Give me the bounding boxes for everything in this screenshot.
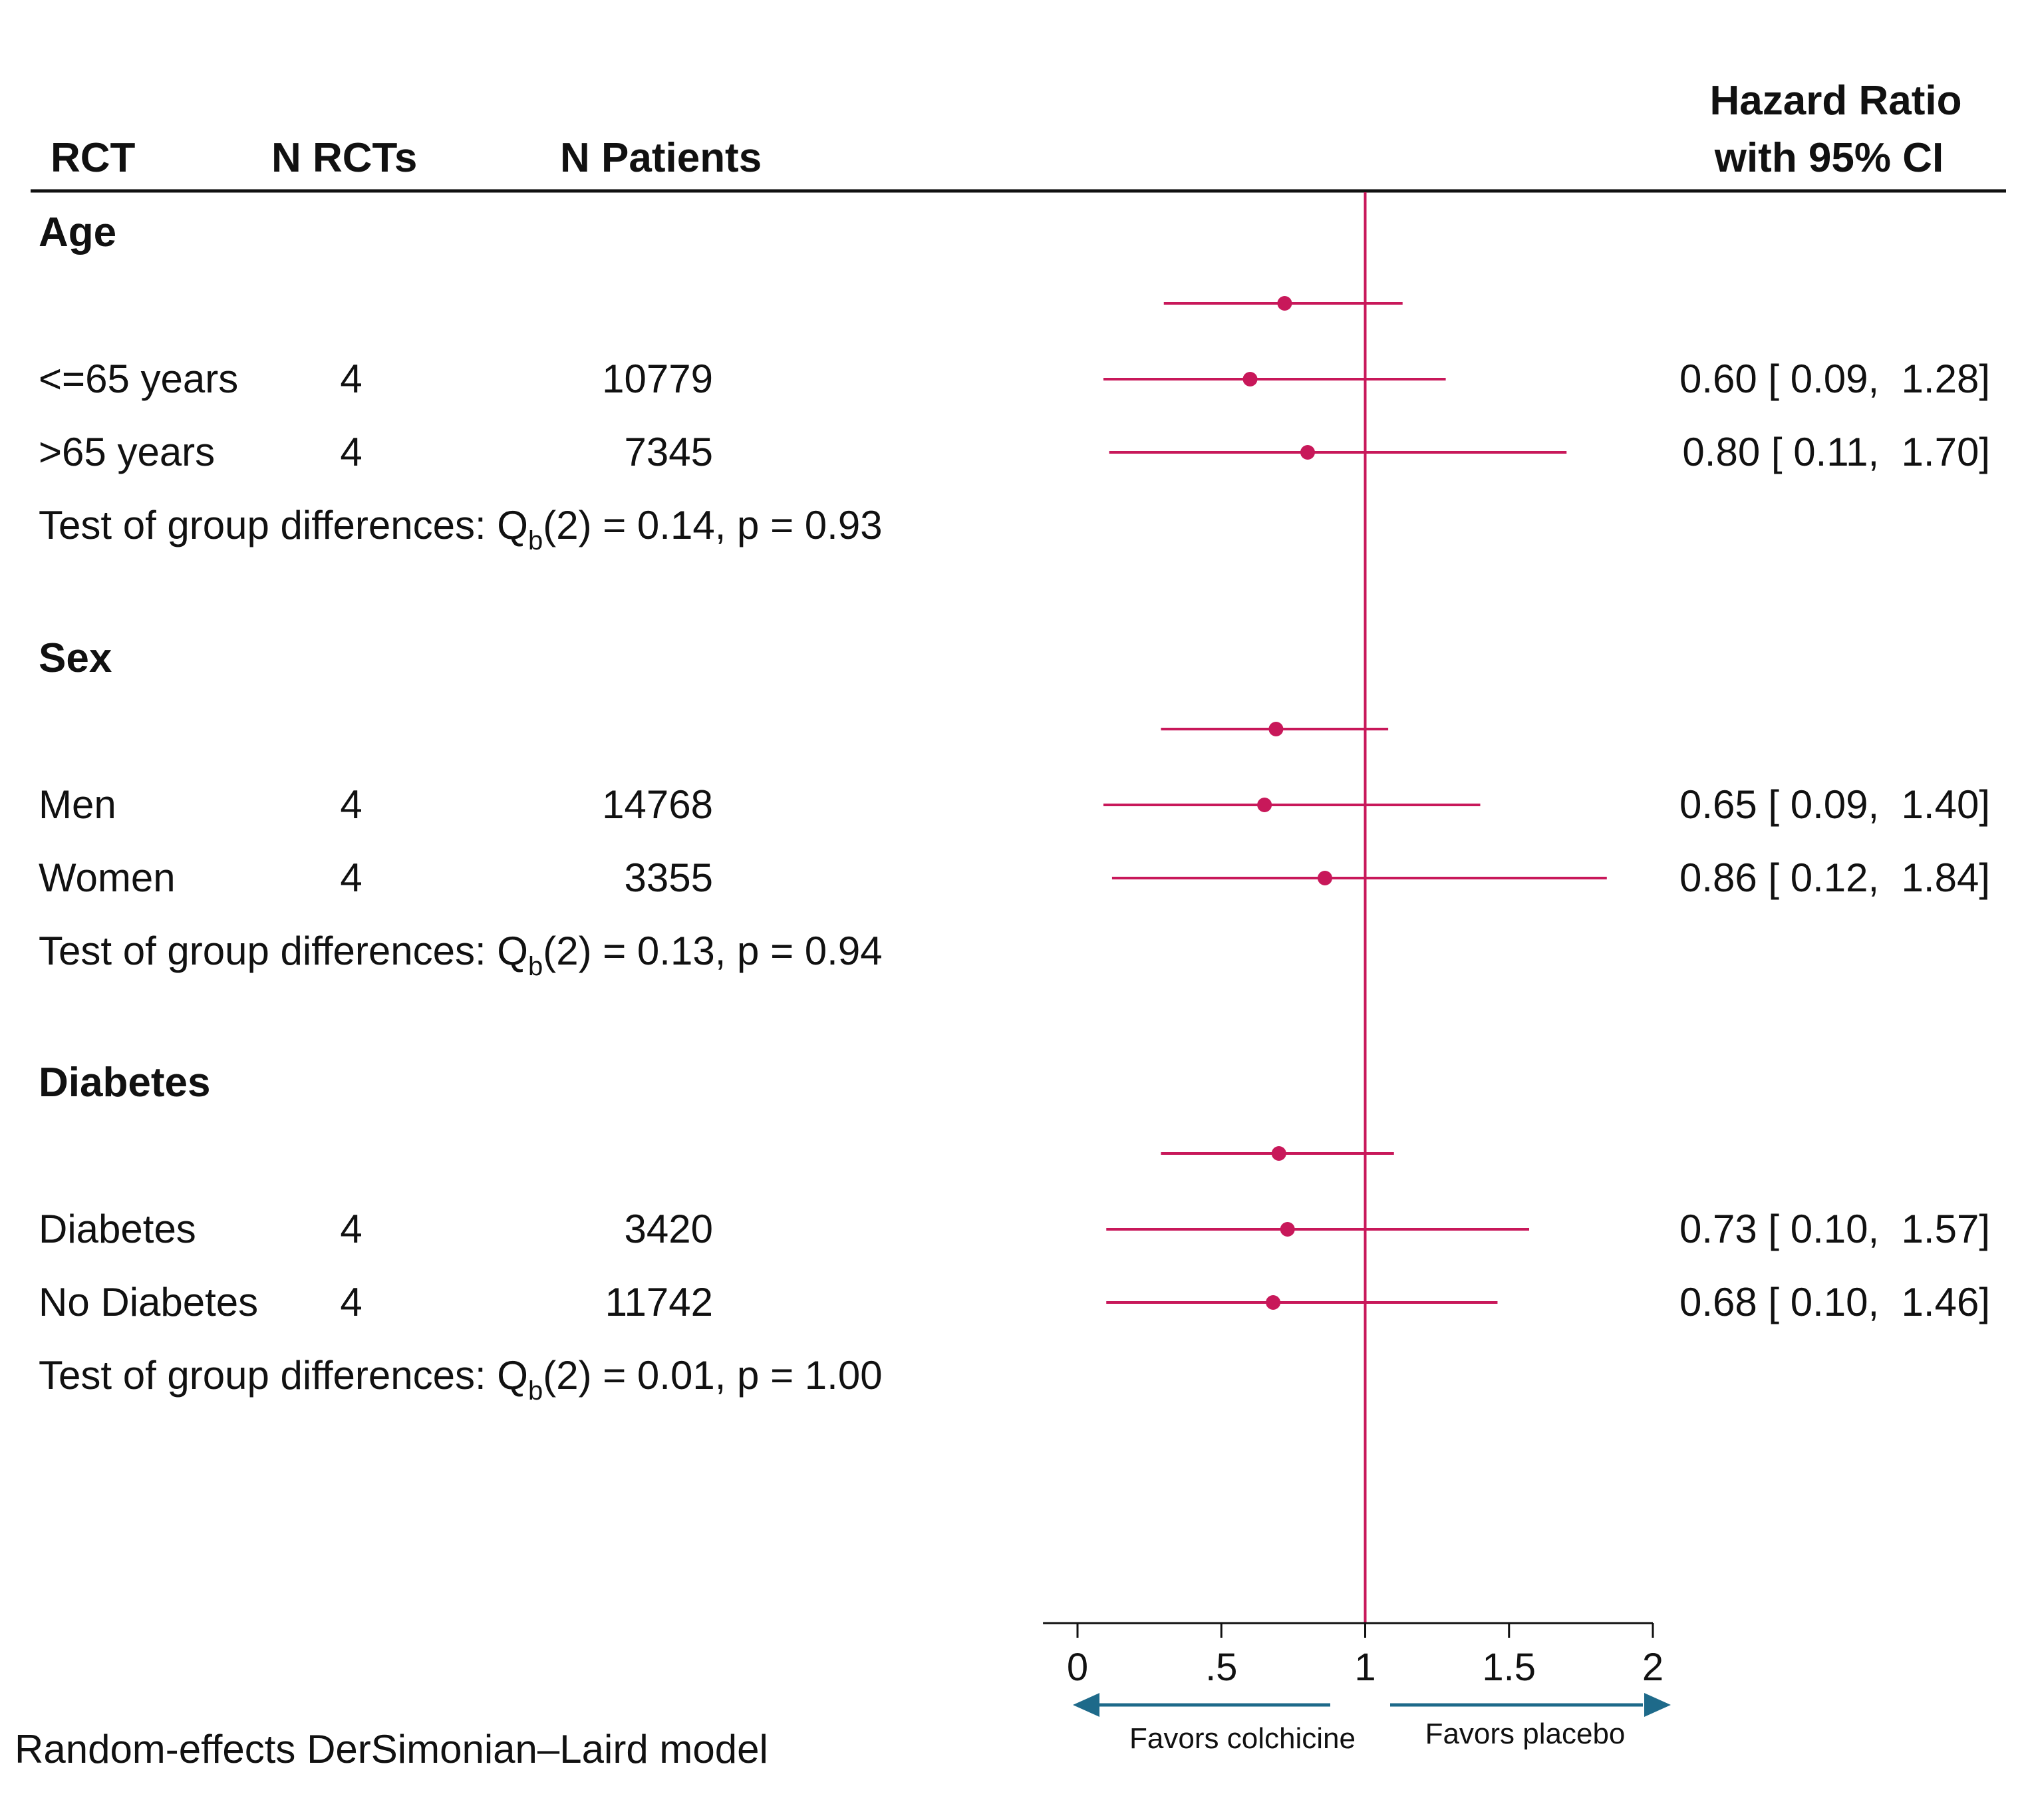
row-n-rcts: 4 (340, 1207, 362, 1251)
model-note: Random-effects DerSimonian–Laird model (15, 1727, 768, 1771)
row-label: Women (39, 855, 176, 900)
group-overall-estimate-point (1268, 722, 1284, 736)
row-n-patients: 3355 (625, 855, 713, 900)
row-hr-ci: 0.65 [ 0.09, 1.40] (1679, 782, 1990, 827)
group-overall-estimate-point (1271, 1146, 1286, 1161)
arrow-right-icon (1644, 1693, 1671, 1717)
row-n-rcts: 4 (340, 357, 362, 401)
group-overall-estimate (1161, 1146, 1394, 1161)
row-hr-ci: 0.86 [ 0.12, 1.84] (1679, 855, 1990, 900)
group-title: Age (39, 210, 116, 255)
x-axis: 0 .5 1 1.5 2 (1043, 1622, 1664, 1689)
header-n-patients: N Patients (560, 135, 762, 181)
row-n-patients: 14768 (602, 782, 713, 827)
group-title: Sex (39, 635, 112, 681)
group-title: Diabetes (39, 1060, 210, 1106)
row-estimate (1106, 1295, 1498, 1310)
row-estimate-point (1266, 1295, 1281, 1310)
row-n-rcts: 4 (340, 430, 362, 474)
header-n-rcts: N RCTs (271, 135, 417, 181)
header-hr-line2: with 95% CI (1714, 135, 1944, 181)
row-estimate (1103, 372, 1446, 386)
group-test-suffix: (2) = 0.13, p = 0.94 (543, 929, 882, 973)
group-test-sub: b (528, 526, 543, 555)
group-test: Test of group differences: Qb(2) = 0.13,… (39, 929, 883, 981)
row-n-patients: 7345 (625, 430, 713, 474)
plot-layer (1103, 192, 1607, 1623)
row-estimate (1106, 1222, 1530, 1237)
row-label: <=65 years (39, 357, 238, 401)
row-estimate-point (1257, 798, 1272, 812)
rows-layer: Age <=65 years 4 10779 0.60 [ 0.09, 1.28] >65… (39, 210, 1990, 1406)
group-test-suffix: (2) = 0.14, p = 0.93 (543, 503, 882, 547)
group-overall-estimate (1161, 722, 1389, 736)
row-estimate-point (1280, 1222, 1295, 1237)
row-label: No Diabetes (39, 1280, 258, 1324)
x-tick-label: 2 (1642, 1646, 1664, 1689)
row-estimate-point (1242, 372, 1258, 386)
group-test-prefix: Test of group differences: Q (39, 503, 528, 547)
x-tick-label: 1 (1354, 1646, 1375, 1689)
x-tick-label: 1.5 (1482, 1646, 1536, 1689)
header-rct: RCT (51, 135, 136, 181)
row-hr-ci: 0.60 [ 0.09, 1.28] (1679, 357, 1990, 401)
row-estimate (1109, 445, 1567, 460)
row-estimate (1103, 798, 1481, 812)
direction-arrows: Favors colchicine Favors placebo (1073, 1693, 1671, 1755)
x-tick-label: .5 (1205, 1646, 1237, 1689)
row-estimate (1111, 871, 1607, 885)
group-test-sub: b (528, 952, 543, 981)
row-hr-ci: 0.73 [ 0.10, 1.57] (1679, 1207, 1990, 1251)
group-test-prefix: Test of group differences: Q (39, 929, 528, 973)
group-test-prefix: Test of group differences: Q (39, 1353, 528, 1398)
group-overall-estimate-point (1277, 296, 1292, 311)
row-label: >65 years (39, 430, 215, 474)
row-estimate-point (1300, 445, 1315, 460)
row-n-rcts: 4 (340, 855, 362, 900)
row-hr-ci: 0.68 [ 0.10, 1.46] (1679, 1280, 1990, 1324)
group-test: Test of group differences: Qb(2) = 0.01,… (39, 1353, 883, 1406)
x-tick-label: 0 (1067, 1646, 1088, 1689)
header-hr-line1: Hazard Ratio (1710, 78, 1962, 124)
group-test-sub: b (528, 1376, 543, 1406)
group-overall-estimate (1163, 296, 1403, 311)
row-hr-ci: 0.80 [ 0.11, 1.70] (1682, 430, 1990, 474)
row-n-patients: 10779 (602, 357, 713, 401)
favors-placebo-label: Favors placebo (1425, 1718, 1626, 1750)
row-n-rcts: 4 (340, 1280, 362, 1324)
group-test: Test of group differences: Qb(2) = 0.14,… (39, 503, 883, 555)
row-n-rcts: 4 (340, 782, 362, 827)
row-label: Men (39, 782, 116, 827)
row-label: Diabetes (39, 1207, 196, 1251)
row-n-patients: 3420 (625, 1207, 713, 1251)
group-test-suffix: (2) = 0.01, p = 1.00 (543, 1353, 882, 1398)
row-estimate-point (1317, 871, 1332, 885)
arrow-left-icon (1073, 1693, 1099, 1717)
favors-colchicine-label: Favors colchicine (1129, 1722, 1356, 1755)
row-n-patients: 11742 (605, 1280, 713, 1324)
